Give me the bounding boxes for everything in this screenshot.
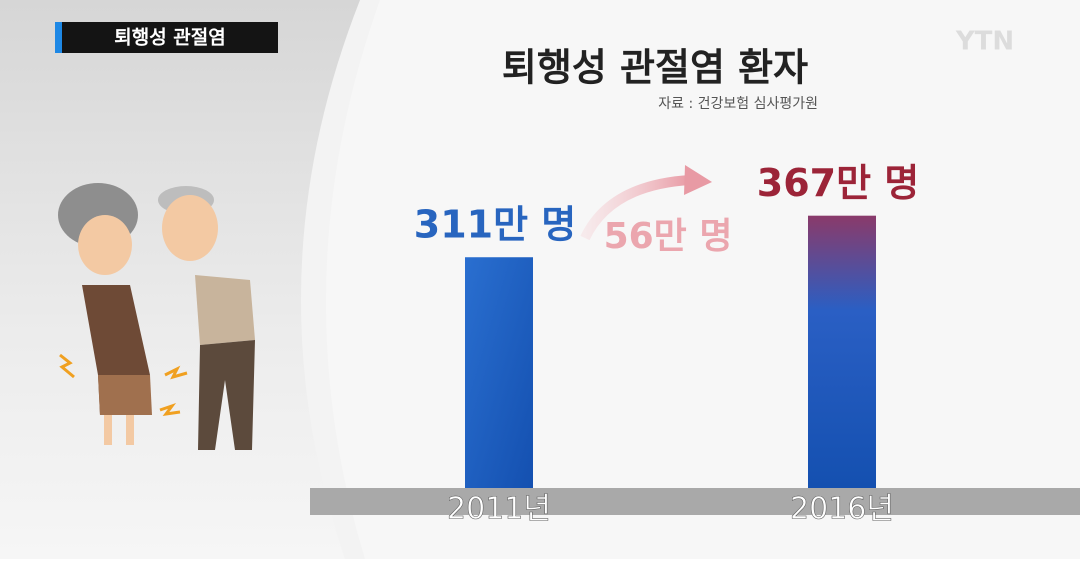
logo: YTN xyxy=(955,27,1014,57)
bar xyxy=(808,215,876,488)
x-tick-label: 2011년 xyxy=(447,492,551,527)
chart-title: 퇴행성 관절염 환자 xyxy=(502,46,808,90)
x-tick-label: 2016년 xyxy=(790,492,894,527)
tag-box xyxy=(55,22,278,53)
growth-arrow xyxy=(580,175,691,241)
tag: 퇴행성 관절염 xyxy=(114,27,226,49)
baseline-band xyxy=(310,488,1080,515)
value-label: 311만 명 xyxy=(414,203,576,247)
bar xyxy=(465,257,533,488)
growth-annotation: 56만 명 xyxy=(604,216,733,257)
illustration xyxy=(58,183,255,450)
source: 자료 : 건강보험 심사평가원 xyxy=(658,96,818,112)
growth-arrowhead xyxy=(684,165,712,195)
value-label: 367만 명 xyxy=(757,161,919,205)
tag-stripe xyxy=(55,22,62,53)
